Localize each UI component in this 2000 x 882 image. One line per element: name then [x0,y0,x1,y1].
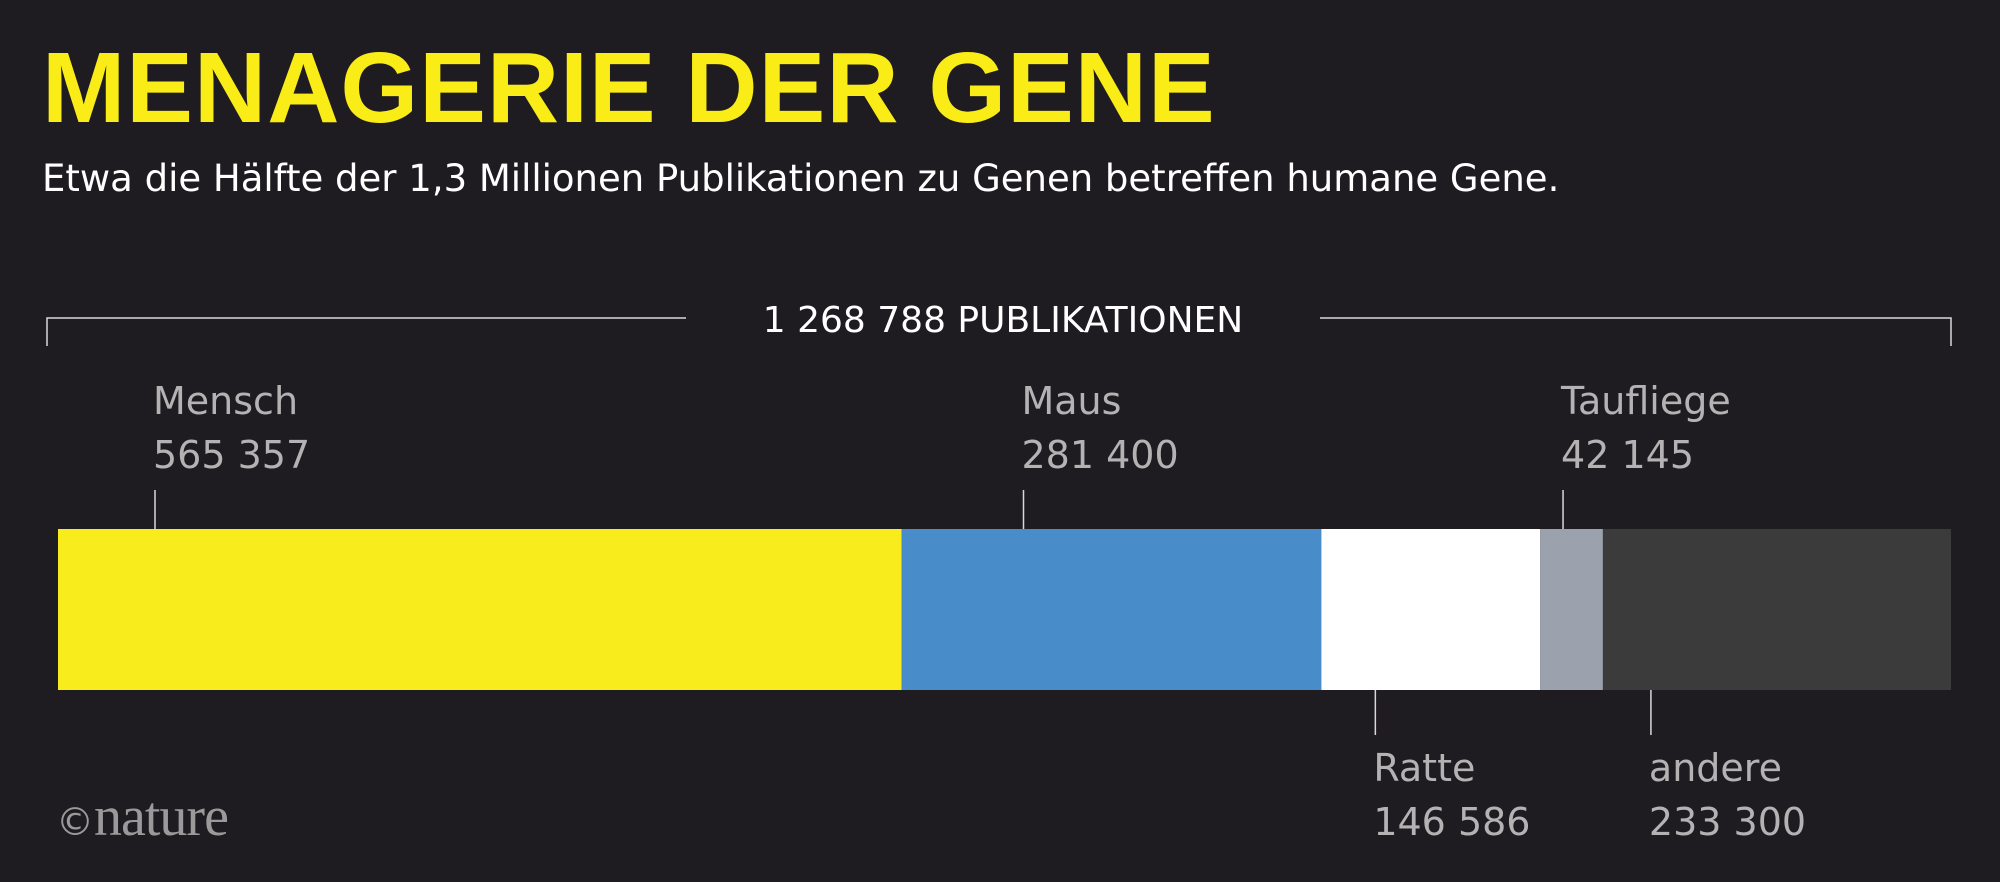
series-name-taufliege: Taufliege [1560,379,1731,423]
bar-segments [58,529,1951,690]
series-name-mensch: Mensch [153,379,298,423]
segment-label-andere: andere 233 300 [1649,690,1806,844]
series-name-maus: Maus [1021,379,1121,423]
bar-segment-ratte [1321,529,1541,690]
bar-segment-maus [901,529,1322,690]
series-value-mensch: 565 357 [153,433,310,477]
series-value-ratte: 146 586 [1373,800,1530,844]
segment-labels: Mensch 565 357 Maus 281 400 Ratte 146 586 Tauf… [153,379,1806,844]
series-name-ratte: Ratte [1373,746,1475,790]
chart-subtitle: Etwa die Hälfte der 1,3 Millionen Publik… [42,157,1560,200]
segment-label-mensch: Mensch 565 357 [153,379,310,529]
nature-logo: nature [94,786,229,848]
bracket-left-line [46,317,686,346]
segment-label-ratte: Ratte 146 586 [1373,690,1530,844]
segment-label-maus: Maus 281 400 [1021,379,1179,529]
series-value-taufliege: 42 145 [1561,433,1694,477]
bracket-right-line [1320,317,1952,346]
total-publications-label: 1 268 788 PUBLIKATIONEN [763,300,1243,341]
copyright-symbol: © [56,800,94,844]
segment-label-taufliege: Taufliege 42 145 [1560,379,1731,529]
series-value-andere: 233 300 [1649,800,1806,844]
chart-title: MENAGERIE DER GENE [42,32,1216,144]
bar-segment-mensch [58,529,902,690]
nature-credit: © nature [56,785,229,849]
series-name-andere: andere [1649,746,1782,790]
total-bracket: 1 268 788 PUBLIKATIONEN [46,300,1952,346]
bar-segment-taufliege [1540,529,1603,690]
bar-segment-andere [1602,529,1951,690]
series-value-maus: 281 400 [1021,433,1178,477]
